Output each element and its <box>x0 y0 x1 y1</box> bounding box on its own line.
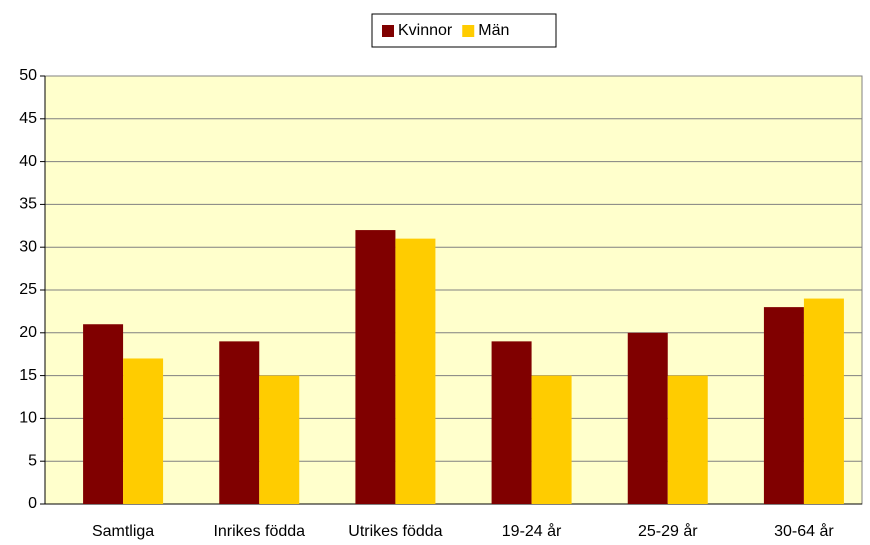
x-tick-label: Utrikes födda <box>348 523 442 540</box>
y-tick-label: 35 <box>19 196 37 213</box>
legend-swatch <box>462 25 475 37</box>
bar <box>531 375 572 504</box>
bar <box>491 341 532 504</box>
bar <box>763 307 804 504</box>
legend-label: Kvinnor <box>398 22 453 39</box>
x-tick-label: 25-29 år <box>638 522 698 540</box>
bar <box>355 230 396 504</box>
x-tick-label: Inrikes födda <box>213 523 305 540</box>
bar <box>395 238 436 504</box>
y-tick-label: 40 <box>19 153 37 170</box>
bar <box>667 375 708 504</box>
x-tick-label: Samtliga <box>92 523 154 540</box>
y-tick-label: 5 <box>28 452 37 469</box>
bar <box>627 332 668 504</box>
bar <box>123 358 164 504</box>
bar <box>803 298 844 504</box>
bar <box>219 341 260 504</box>
y-tick-label: 0 <box>28 495 37 512</box>
y-tick-label: 15 <box>19 367 37 384</box>
x-tick-label: 30-64 år <box>774 522 834 540</box>
bar <box>83 324 124 504</box>
y-tick-label: 20 <box>19 324 37 341</box>
legend-swatch <box>382 25 394 37</box>
y-tick-label: 50 <box>19 67 37 84</box>
y-tick-label: 30 <box>19 238 37 255</box>
y-tick-label: 25 <box>19 281 37 298</box>
x-tick-label: 19-24 år <box>502 522 562 540</box>
y-tick-label: 45 <box>19 110 37 127</box>
bar <box>259 375 300 504</box>
y-tick-label: 10 <box>19 410 37 427</box>
legend-label: Män <box>478 22 509 39</box>
